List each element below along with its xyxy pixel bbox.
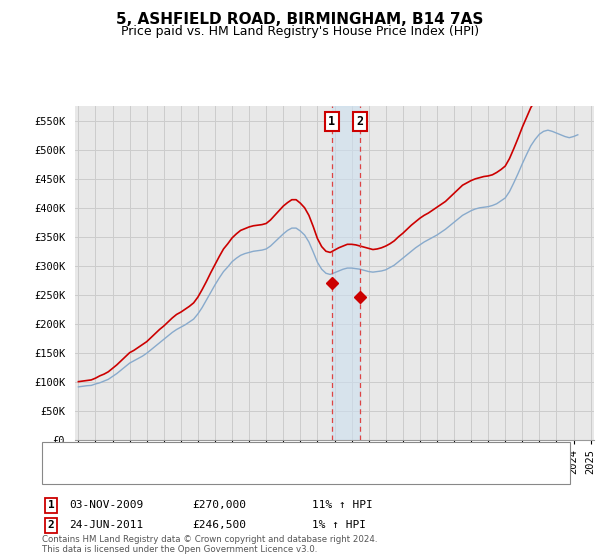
Text: Contains HM Land Registry data © Crown copyright and database right 2024.: Contains HM Land Registry data © Crown c…: [42, 535, 377, 544]
Text: 1% ↑ HPI: 1% ↑ HPI: [312, 520, 366, 530]
Text: £246,500: £246,500: [192, 520, 246, 530]
Text: HPI: Average price, detached house, Birmingham: HPI: Average price, detached house, Birm…: [87, 468, 356, 478]
Text: 5, ASHFIELD ROAD, BIRMINGHAM, B14 7AS: 5, ASHFIELD ROAD, BIRMINGHAM, B14 7AS: [116, 12, 484, 27]
Text: 1: 1: [328, 115, 335, 128]
Text: This data is licensed under the Open Government Licence v3.0.: This data is licensed under the Open Gov…: [42, 545, 317, 554]
Text: 1: 1: [47, 500, 55, 510]
Text: 2: 2: [356, 115, 364, 128]
Bar: [332, 106, 360, 440]
Text: 03-NOV-2009: 03-NOV-2009: [69, 500, 143, 510]
Text: Price paid vs. HM Land Registry's House Price Index (HPI): Price paid vs. HM Land Registry's House …: [121, 25, 479, 38]
Text: £270,000: £270,000: [192, 500, 246, 510]
Text: 5, ASHFIELD ROAD, BIRMINGHAM, B14 7AS (detached house): 5, ASHFIELD ROAD, BIRMINGHAM, B14 7AS (d…: [87, 449, 422, 459]
Text: 2: 2: [47, 520, 55, 530]
Text: 24-JUN-2011: 24-JUN-2011: [69, 520, 143, 530]
Text: 11% ↑ HPI: 11% ↑ HPI: [312, 500, 373, 510]
